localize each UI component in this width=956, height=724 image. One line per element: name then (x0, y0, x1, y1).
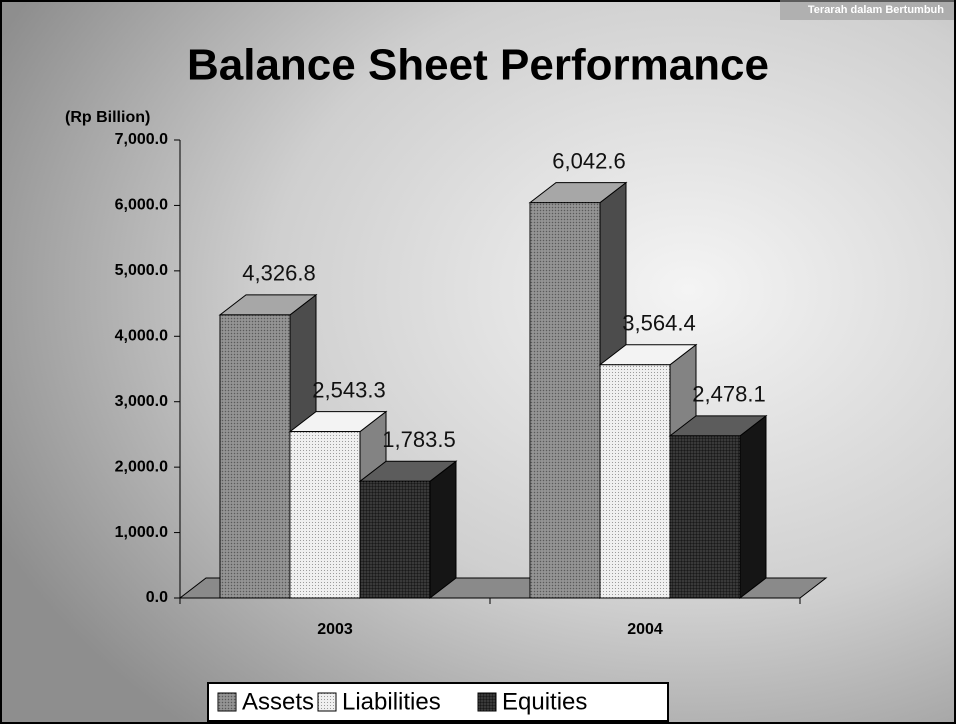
value-label: 3,564.4 (622, 311, 695, 336)
bar-side (430, 461, 456, 598)
bar (530, 203, 600, 598)
y-axis-label: (Rp Billion) (65, 109, 150, 126)
bar (600, 365, 670, 598)
bar-side (740, 416, 766, 598)
y-tick-label: 6,000.0 (115, 197, 168, 214)
bar (220, 315, 290, 598)
header-tagline: Terarah dalam Bertumbuh (808, 4, 944, 16)
slide: Terarah dalam Bertumbuh Balance Sheet Pe… (0, 0, 956, 724)
bar (670, 436, 740, 598)
value-label: 2,543.3 (312, 377, 385, 402)
x-tick-label: 2004 (627, 621, 663, 638)
legend-swatch-texture (478, 693, 496, 711)
y-tick-label: 2,000.0 (115, 458, 168, 475)
y-tick-label: 5,000.0 (115, 262, 168, 279)
legend-label: Liabilities (342, 688, 441, 715)
value-label: 1,783.5 (382, 427, 455, 452)
value-label: 6,042.6 (552, 148, 625, 173)
legend-swatch-texture (318, 693, 336, 711)
y-tick-label: 0.0 (146, 589, 168, 606)
x-tick-label: 2003 (317, 621, 353, 638)
y-tick-label: 1,000.0 (115, 524, 168, 541)
y-tick-label: 4,000.0 (115, 328, 168, 345)
chart-title: Balance Sheet Performance (187, 41, 769, 90)
value-label: 2,478.1 (692, 382, 765, 407)
legend: Assets Liabilities Equities (208, 683, 668, 721)
y-tick-label: 3,000.0 (115, 393, 168, 410)
y-tick-label: 7,000.0 (115, 131, 168, 148)
legend-label: Assets (242, 688, 314, 715)
legend-label: Equities (502, 688, 587, 715)
bar (290, 432, 360, 598)
legend-swatch-texture (218, 693, 236, 711)
value-label: 4,326.8 (242, 261, 315, 286)
bar (360, 481, 430, 598)
